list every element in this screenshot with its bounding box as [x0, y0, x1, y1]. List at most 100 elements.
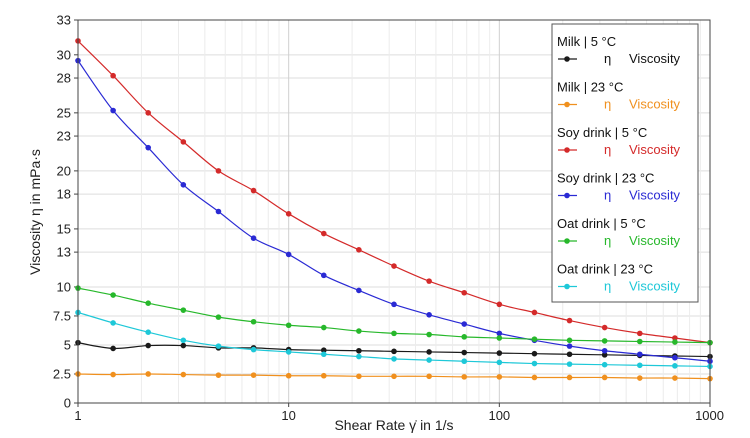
data-point	[531, 374, 538, 381]
data-point	[601, 374, 608, 381]
data-point	[356, 347, 362, 354]
legend-symbol: η	[604, 188, 611, 203]
data-point	[391, 263, 397, 269]
y-tick-label: 13	[57, 245, 71, 260]
plot-frame	[77, 19, 711, 404]
data-point	[320, 272, 327, 279]
data-point	[250, 318, 257, 325]
x-tick-label: 1000	[695, 408, 724, 423]
data-point	[636, 375, 643, 381]
series-group	[75, 38, 713, 382]
data-point	[250, 187, 257, 194]
legend-entry: Oat drink | 5 °C η Viscosity	[557, 216, 681, 248]
data-point	[285, 372, 292, 379]
legend-entry: Milk | 23 °C η Viscosity	[557, 80, 681, 112]
data-point	[566, 351, 573, 358]
data-point	[215, 208, 222, 215]
data-point	[636, 362, 643, 369]
data-point	[285, 349, 292, 355]
y-tick-label: 33	[57, 13, 71, 28]
legend-box	[551, 23, 699, 303]
legend-quantity: Viscosity	[629, 188, 681, 203]
data-point	[461, 334, 468, 340]
data-point	[672, 363, 678, 369]
data-point	[461, 289, 468, 296]
data-point	[356, 247, 362, 253]
legend-symbol: η	[604, 279, 611, 294]
legend-entry: Milk | 5 °C η Viscosity	[557, 34, 681, 66]
data-point	[145, 300, 152, 306]
data-point	[636, 330, 643, 337]
data-point	[356, 287, 362, 294]
y-tick-label: 23	[57, 129, 71, 144]
legend-marker	[564, 56, 570, 62]
data-point	[672, 354, 678, 361]
data-point	[145, 342, 152, 349]
x-tick-label: 1	[74, 408, 81, 423]
data-point	[320, 351, 327, 358]
data-point	[426, 349, 432, 355]
data-point	[285, 322, 292, 329]
data-point	[320, 372, 327, 379]
legend-symbol: η	[604, 51, 611, 66]
data-point	[180, 182, 187, 188]
data-point	[215, 168, 222, 174]
legend-quantity: Viscosity	[629, 233, 681, 248]
data-point	[531, 360, 538, 367]
data-point	[180, 307, 187, 313]
x-ticks: 1 10 100 1000	[74, 403, 724, 423]
data-point	[496, 335, 503, 341]
y-tick-label: 5	[64, 337, 71, 352]
legend-series-name: Milk | 5 °C	[557, 34, 616, 49]
data-point	[426, 311, 432, 318]
series-5	[75, 309, 713, 370]
data-point	[356, 373, 362, 380]
legend-symbol: η	[604, 142, 611, 157]
data-point	[531, 350, 538, 357]
data-point	[601, 361, 608, 368]
data-point	[426, 331, 432, 338]
data-point	[145, 371, 152, 377]
data-point	[601, 338, 608, 344]
data-point	[566, 361, 573, 367]
legend-series-name: Milk | 23 °C	[557, 80, 623, 95]
y-tick-label: 18	[57, 187, 71, 202]
y-tick-label: 30	[57, 47, 71, 62]
data-point	[636, 338, 643, 345]
series-2	[75, 38, 713, 346]
series-3	[75, 57, 713, 365]
data-point	[461, 321, 468, 327]
data-point	[145, 329, 152, 336]
data-point	[601, 324, 608, 331]
data-point	[110, 292, 116, 298]
data-point	[391, 356, 397, 362]
y-ticks: 0 2.5 5 7.5 10 13 15 18 20 23 25 28 30 33	[53, 13, 78, 411]
y-tick-label: 20	[57, 163, 71, 178]
y-tick-label: 10	[57, 279, 71, 294]
data-point	[566, 343, 573, 349]
legend-entry: Soy drink | 23 °C η Viscosity	[557, 171, 681, 203]
y-tick-label: 7.5	[53, 308, 71, 323]
y-tick-label: 25	[57, 105, 71, 120]
x-tick-label: 10	[281, 408, 295, 423]
data-point	[285, 251, 292, 258]
legend-marker	[564, 101, 570, 108]
data-point	[180, 337, 187, 344]
legend-quantity: Viscosity	[629, 51, 681, 66]
data-point	[601, 352, 608, 358]
data-point	[180, 371, 187, 378]
data-point	[110, 371, 116, 378]
x-tick-label: 100	[488, 408, 510, 423]
data-point	[320, 324, 327, 331]
data-point	[531, 309, 538, 316]
data-point	[636, 351, 643, 358]
legend-series-name: Oat drink | 5 °C	[557, 216, 646, 231]
data-point	[320, 230, 327, 237]
data-point	[496, 350, 503, 356]
data-point	[496, 330, 503, 337]
legend-quantity: Viscosity	[629, 97, 681, 112]
legend-symbol: η	[604, 97, 611, 112]
data-point	[391, 348, 397, 355]
series-4	[75, 285, 713, 346]
